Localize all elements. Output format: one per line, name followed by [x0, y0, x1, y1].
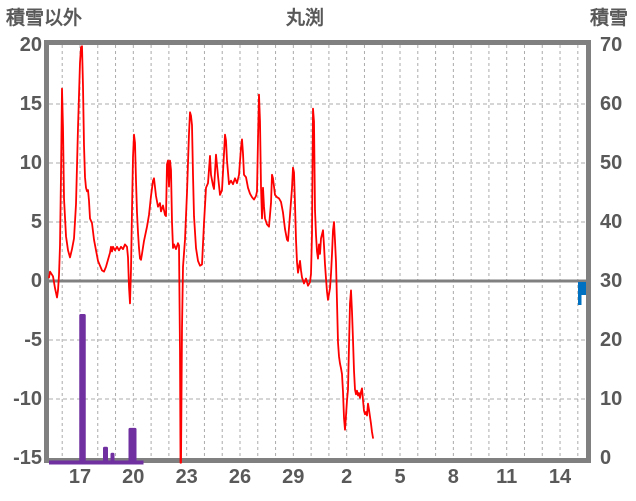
right-axis-tick: 0 [600, 447, 612, 469]
left-axis-tick: 0 [30, 270, 42, 292]
purple-bar [128, 427, 137, 465]
plot-frame [44, 40, 591, 463]
x-axis-tick: 26 [228, 466, 252, 488]
purple-bar [79, 314, 86, 465]
left-axis-tick: -15 [13, 447, 42, 469]
blue-mark [578, 282, 586, 295]
blue-mark [578, 295, 582, 305]
x-axis-tick: 5 [394, 466, 406, 488]
left-axis-tick: -10 [13, 388, 42, 410]
right-axis-tick: 30 [600, 270, 623, 292]
x-axis-tick: 11 [496, 466, 518, 488]
red-line-series [48, 45, 374, 464]
right-axis-tick: 10 [600, 388, 623, 410]
left-axis-tick: -5 [24, 329, 42, 351]
left-axis-tick: 5 [30, 211, 42, 233]
right-axis-tick: 60 [600, 93, 623, 115]
x-axis-tick: 29 [282, 466, 305, 488]
x-axis-tick: 23 [175, 466, 198, 488]
x-axis-tick: 17 [68, 466, 92, 488]
left-axis-tick: 20 [19, 34, 42, 56]
left-axis-tick: 10 [19, 152, 42, 174]
left-axis-tick: 15 [19, 93, 42, 115]
right-axis-title: 積雪 [589, 8, 628, 29]
x-axis-tick: 8 [447, 466, 459, 488]
right-axis-tick: 40 [600, 211, 623, 233]
right-axis-tick: 20 [600, 329, 623, 351]
x-axis-tick: 2 [341, 466, 353, 488]
x-axis-tick: 20 [122, 466, 145, 488]
left-axis-title: 積雪以外 [6, 8, 83, 29]
purple-bar [103, 446, 108, 465]
purple-baseline [49, 460, 144, 465]
right-axis-tick: 50 [600, 152, 623, 174]
right-axis-tick: 70 [600, 34, 623, 56]
purple-bar [110, 452, 115, 465]
chart-title: 丸渕 [285, 8, 324, 29]
x-axis-tick: 14 [548, 466, 572, 488]
